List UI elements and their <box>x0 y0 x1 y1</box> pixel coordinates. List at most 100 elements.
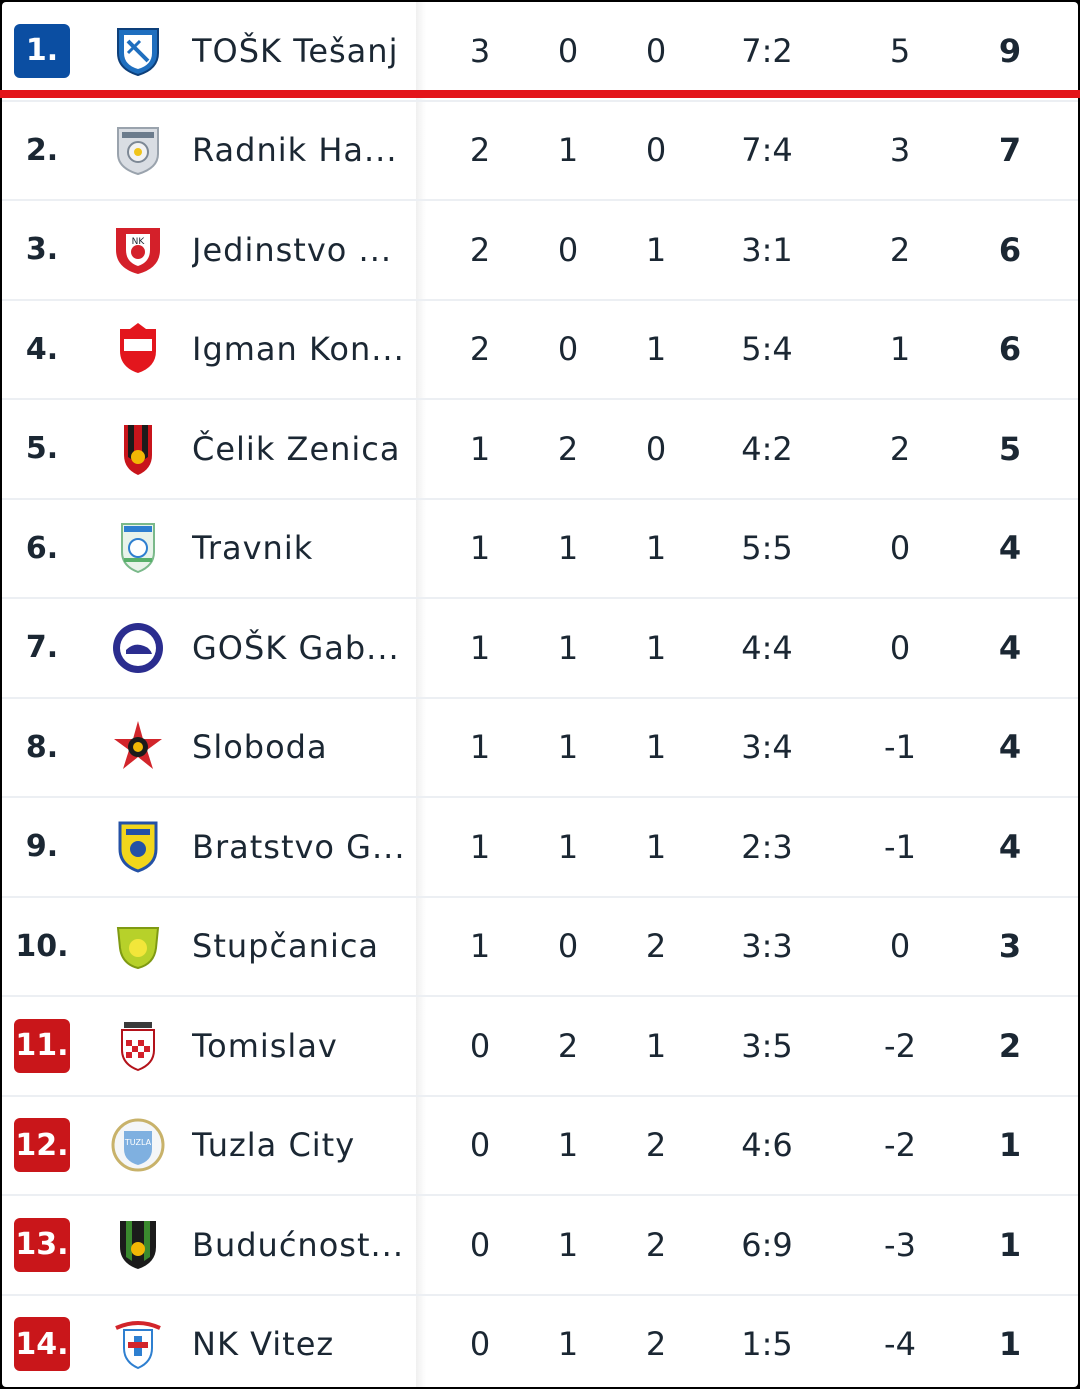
wins-cell: 1 <box>557 1325 579 1364</box>
wins-cell: 0 <box>557 330 579 369</box>
team-name[interactable]: Radnik Ha... <box>192 131 398 170</box>
stupcanica-crest-icon <box>110 918 166 974</box>
position-number: 2. <box>25 132 59 168</box>
losses-cell: 1 <box>645 529 667 568</box>
losses-cell: 0 <box>645 131 667 170</box>
tomislav-crest-icon <box>110 1018 166 1074</box>
wins-cell: 1 <box>557 1126 579 1165</box>
team-name[interactable]: Jedinstvo ... <box>192 230 393 269</box>
position-cell: 11. <box>2 997 82 1095</box>
team-name[interactable]: Tuzla City <box>192 1126 356 1165</box>
goal-difference-cell: -1 <box>884 728 916 767</box>
position-badge-red: 13. <box>14 1217 70 1272</box>
igman-crest-icon <box>110 321 166 377</box>
sticky-column-shadow <box>416 400 426 498</box>
position-number: 10. <box>15 928 69 964</box>
played-cell: 2 <box>469 330 491 369</box>
table-row[interactable]: 11. Tomislav 0 2 1 3:5 -2 2 <box>2 997 1078 1097</box>
position-cell: 9. <box>2 798 82 896</box>
played-cell: 1 <box>469 628 491 667</box>
position-number: 3. <box>25 232 59 268</box>
wins-cell: 2 <box>557 1026 579 1065</box>
table-row[interactable]: 1. TOŠK Tešanj 3 0 0 7:2 5 9 <box>2 2 1078 102</box>
wins-cell: 1 <box>557 1225 579 1264</box>
team-name[interactable]: Čelik Zenica <box>192 429 401 468</box>
losses-cell: 1 <box>645 230 667 269</box>
goal-difference-cell: 5 <box>889 31 911 70</box>
team-name[interactable]: Igman Kon... <box>192 330 405 369</box>
sticky-column-shadow <box>416 698 426 796</box>
table-row[interactable]: 7. GOŠK Gab... 1 1 1 4:4 0 4 <box>2 599 1078 699</box>
table-row[interactable]: 3. NK Jedinstvo ... 2 0 1 3:1 2 6 <box>2 201 1078 301</box>
team-name[interactable]: Bratstvo G... <box>192 827 406 866</box>
table-row[interactable]: 14. NK Vitez 0 1 2 1:5 -4 1 <box>2 1295 1078 1387</box>
team-name[interactable]: TOŠK Tešanj <box>192 31 399 70</box>
played-cell: 1 <box>469 728 491 767</box>
played-cell: 1 <box>469 827 491 866</box>
team-name[interactable]: Sloboda <box>192 728 328 767</box>
position-badge-red: 11. <box>14 1018 70 1073</box>
team-name[interactable]: Budućnost... <box>192 1225 405 1264</box>
team-name[interactable]: Tomislav <box>192 1026 338 1065</box>
losses-cell: 1 <box>645 628 667 667</box>
position-cell: 10. <box>2 898 82 996</box>
position-number: 9. <box>25 829 59 865</box>
sloboda-crest-icon <box>110 719 166 775</box>
goal-difference-cell: -2 <box>884 1026 916 1065</box>
table-row[interactable]: 5. Čelik Zenica 1 2 0 4:2 2 5 <box>2 400 1078 500</box>
team-name[interactable]: GOŠK Gab... <box>192 628 400 667</box>
table-row[interactable]: 4. Igman Kon... 2 0 1 5:4 1 6 <box>2 300 1078 400</box>
points-cell: 1 <box>998 1325 1022 1364</box>
points-cell: 4 <box>998 728 1022 767</box>
points-cell: 5 <box>998 429 1022 468</box>
position-cell: 1. <box>2 2 82 100</box>
sticky-column-shadow <box>416 897 426 995</box>
goal-difference-cell: -4 <box>884 1325 916 1364</box>
points-cell: 4 <box>998 529 1022 568</box>
losses-cell: 0 <box>645 31 667 70</box>
goal-difference-cell: 0 <box>889 927 911 966</box>
played-cell: 0 <box>469 1126 491 1165</box>
sticky-column-shadow <box>416 300 426 398</box>
goals-cell: 3:1 <box>741 230 793 269</box>
goals-cell: 2:3 <box>741 827 793 866</box>
wins-cell: 1 <box>557 728 579 767</box>
team-name[interactable]: Stupčanica <box>192 927 380 966</box>
position-cell: 5. <box>2 400 82 498</box>
team-name[interactable]: Travnik <box>192 529 314 568</box>
goals-cell: 6:9 <box>741 1225 793 1264</box>
points-cell: 1 <box>998 1126 1022 1165</box>
goals-cell: 3:5 <box>741 1026 793 1065</box>
table-row[interactable]: 12. TUZLA Tuzla City 0 1 2 4:6 -2 1 <box>2 1096 1078 1196</box>
goal-difference-cell: 2 <box>889 230 911 269</box>
sticky-column-shadow <box>416 1096 426 1194</box>
wins-cell: 0 <box>557 31 579 70</box>
wins-cell: 0 <box>557 230 579 269</box>
table-row[interactable]: 6. Travnik 1 1 1 5:5 0 4 <box>2 499 1078 599</box>
wins-cell: 1 <box>557 529 579 568</box>
table-row[interactable]: 2. Radnik Ha... 2 1 0 7:4 3 7 <box>2 101 1078 201</box>
table-row[interactable]: 9. Bratstvo G... 1 1 1 2:3 -1 4 <box>2 798 1078 898</box>
wins-cell: 1 <box>557 628 579 667</box>
sticky-column-shadow <box>416 1196 426 1294</box>
table-row[interactable]: 10. Stupčanica 1 0 2 3:3 0 3 <box>2 897 1078 997</box>
goals-cell: 5:5 <box>741 529 793 568</box>
table-row[interactable]: 8. Sloboda 1 1 1 3:4 -1 4 <box>2 698 1078 798</box>
points-cell: 4 <box>998 827 1022 866</box>
sticky-column-shadow <box>416 201 426 299</box>
played-cell: 1 <box>469 429 491 468</box>
sticky-column-shadow <box>416 599 426 697</box>
position-cell: 2. <box>2 102 82 200</box>
played-cell: 2 <box>469 230 491 269</box>
buducnost-crest-icon <box>110 1217 166 1273</box>
table-row[interactable]: 13. Budućnost... 0 1 2 6:9 -3 1 <box>2 1196 1078 1296</box>
goal-difference-cell: -3 <box>884 1225 916 1264</box>
losses-cell: 2 <box>645 1126 667 1165</box>
vitez-crest-icon <box>110 1316 166 1372</box>
position-cell: 13. <box>2 1196 82 1294</box>
losses-cell: 1 <box>645 728 667 767</box>
goal-difference-cell: 1 <box>889 330 911 369</box>
played-cell: 1 <box>469 927 491 966</box>
team-name[interactable]: NK Vitez <box>192 1325 335 1364</box>
goal-difference-cell: -1 <box>884 827 916 866</box>
